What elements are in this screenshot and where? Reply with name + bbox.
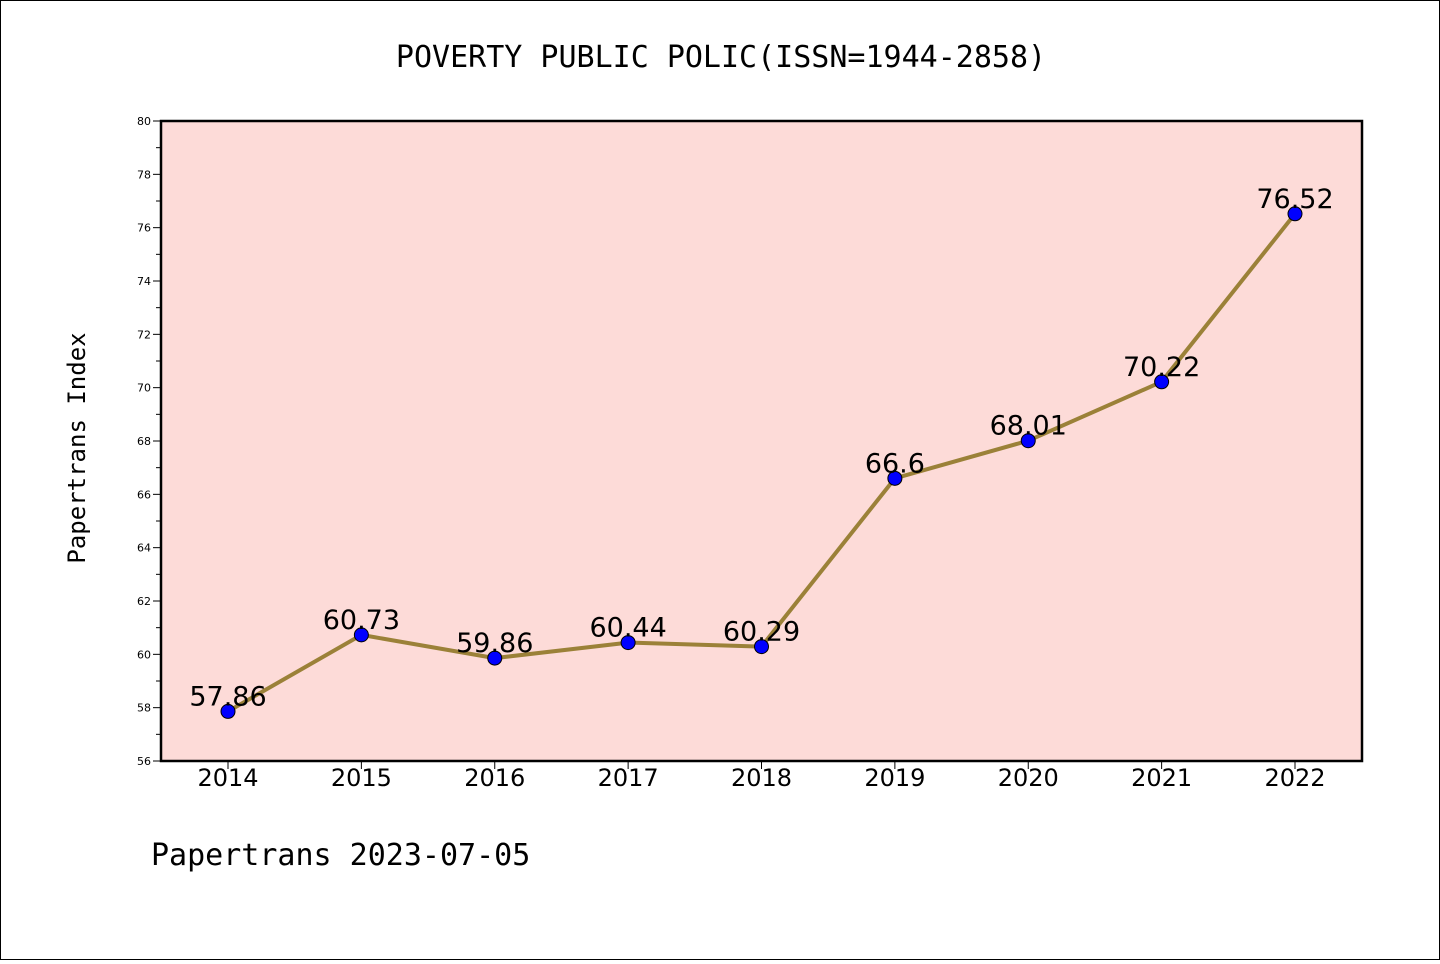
y-tick-label: 80 (137, 115, 151, 128)
y-tick-label: 56 (137, 755, 151, 768)
y-tick-label: 58 (137, 702, 151, 715)
x-tick-label: 2015 (331, 764, 392, 792)
y-tick-label: 72 (137, 328, 151, 341)
footer-text: Papertrans 2023-07-05 (151, 838, 530, 873)
data-label: 68.01 (990, 411, 1067, 442)
x-tick-label: 2022 (1264, 764, 1325, 792)
x-tick-label: 2014 (197, 764, 258, 792)
y-tick-label: 68 (137, 435, 151, 448)
y-tick-label: 66 (137, 488, 151, 501)
data-point (754, 639, 769, 655)
plot-area (161, 121, 1362, 761)
chart-title: POVERTY PUBLIC POLIC(ISSN=1944-2858) (396, 40, 1046, 75)
data-point (487, 650, 503, 666)
x-tick-label: 2016 (464, 764, 525, 792)
y-tick-label: 70 (137, 382, 151, 395)
data-label: 60.44 (589, 613, 666, 644)
y-tick-label: 74 (137, 275, 151, 288)
data-label: 60.29 (723, 617, 800, 648)
y-tick-label: 64 (137, 542, 151, 555)
x-tick-label: 2021 (1131, 764, 1192, 792)
data-label: 66.6 (865, 448, 925, 479)
data-point (1154, 374, 1170, 390)
data-point (1287, 206, 1303, 222)
data-label: 76.52 (1256, 184, 1333, 215)
x-tick-label: 2019 (864, 764, 925, 792)
data-point (620, 635, 636, 651)
data-point (353, 627, 369, 643)
y-tick-label: 62 (137, 595, 151, 608)
data-label: 60.73 (323, 605, 400, 636)
data-label: 59.86 (456, 628, 533, 659)
x-axis: 2014 2015 2016 2017 2018 2019 2020 2021 2022 (197, 761, 1326, 792)
x-tick-label: 2017 (598, 764, 659, 792)
y-tick-label: 60 (137, 648, 151, 661)
data-label: 70.22 (1123, 352, 1200, 383)
data-point (1020, 433, 1036, 449)
data-points (220, 206, 1303, 719)
x-tick-label: 2018 (731, 764, 792, 792)
data-point (887, 470, 903, 486)
y-tick-label: 78 (137, 168, 151, 181)
data-point (220, 703, 236, 719)
y-axis: 56 58 60 62 64 66 68 70 72 74 76 78 80 (137, 115, 161, 768)
y-axis-label: Papertrans Index (63, 332, 91, 563)
y-tick-label: 76 (137, 222, 151, 235)
plot-border (159, 119, 1364, 763)
x-tick-label: 2020 (998, 764, 1059, 792)
data-label: 57.86 (189, 681, 266, 712)
data-labels: 57.86 60.73 59.86 60.44 60.29 66.6 68.01 70.22 7… (189, 184, 1333, 713)
